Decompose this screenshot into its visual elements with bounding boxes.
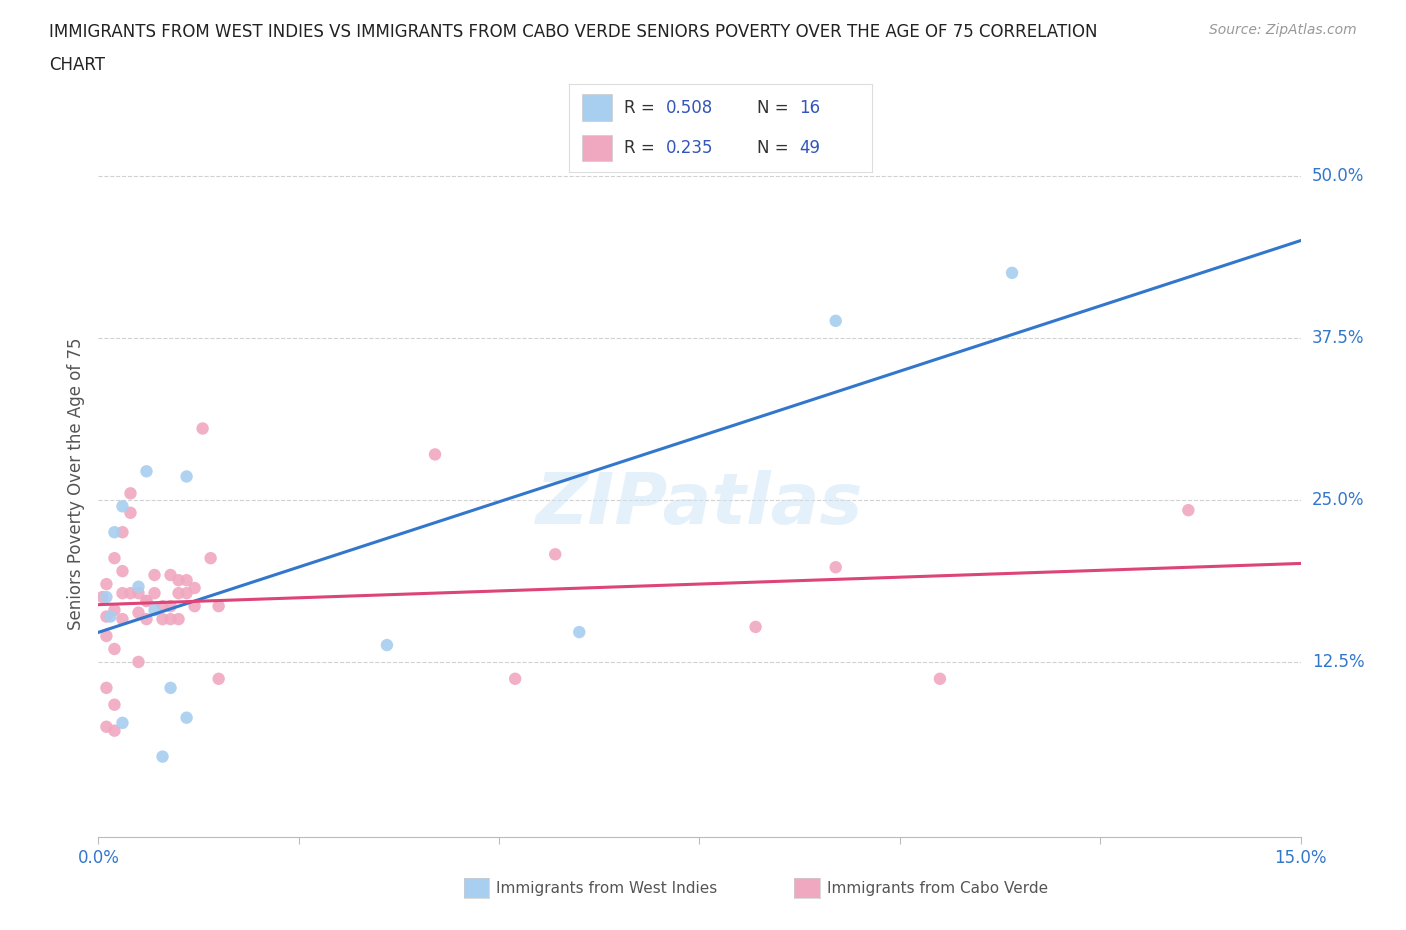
Text: 49: 49	[799, 140, 820, 157]
Point	[91, 590, 114, 604]
Point	[152, 612, 174, 627]
Point	[375, 638, 398, 653]
Point	[183, 580, 205, 595]
Point	[191, 421, 214, 436]
Point	[176, 573, 198, 588]
Point	[120, 485, 142, 500]
Point	[824, 560, 846, 575]
Point	[143, 567, 166, 582]
Point	[167, 573, 190, 588]
Point	[159, 612, 181, 627]
Text: Immigrants from Cabo Verde: Immigrants from Cabo Verde	[827, 881, 1047, 896]
Point	[128, 605, 150, 620]
Bar	[582, 94, 612, 121]
Text: 50.0%: 50.0%	[1312, 166, 1364, 184]
Point	[103, 724, 125, 738]
Point	[208, 671, 231, 686]
Text: 25.0%: 25.0%	[1312, 491, 1364, 509]
Point	[176, 586, 198, 601]
Text: ZIPatlas: ZIPatlas	[536, 471, 863, 539]
Point	[152, 599, 174, 614]
Point	[152, 750, 174, 764]
Text: R =: R =	[624, 99, 659, 116]
Point	[423, 447, 446, 462]
Point	[111, 564, 134, 578]
Point	[111, 715, 134, 730]
Point	[208, 599, 231, 614]
Point	[159, 681, 181, 696]
Point	[96, 629, 118, 644]
Point	[111, 525, 134, 539]
Text: Source: ZipAtlas.com: Source: ZipAtlas.com	[1209, 23, 1357, 37]
Point	[183, 599, 205, 614]
Text: N =: N =	[756, 140, 794, 157]
Text: Immigrants from West Indies: Immigrants from West Indies	[496, 881, 717, 896]
Text: R =: R =	[624, 140, 659, 157]
Text: 37.5%: 37.5%	[1312, 328, 1364, 347]
Point	[96, 681, 118, 696]
Y-axis label: Seniors Poverty Over the Age of 75: Seniors Poverty Over the Age of 75	[66, 338, 84, 630]
Point	[96, 719, 118, 734]
Bar	[582, 135, 612, 162]
Point	[103, 603, 125, 618]
Text: IMMIGRANTS FROM WEST INDIES VS IMMIGRANTS FROM CABO VERDE SENIORS POVERTY OVER T: IMMIGRANTS FROM WEST INDIES VS IMMIGRANT…	[49, 23, 1098, 41]
Point	[176, 711, 198, 725]
Point	[135, 464, 157, 479]
Point	[103, 551, 125, 565]
Point	[128, 655, 150, 670]
Point	[120, 586, 142, 601]
Text: 12.5%: 12.5%	[1312, 653, 1364, 671]
Text: N =: N =	[756, 99, 794, 116]
Point	[929, 671, 952, 686]
Point	[503, 671, 526, 686]
Point	[96, 577, 118, 591]
Point	[1001, 265, 1024, 280]
Point	[143, 586, 166, 601]
Point	[111, 612, 134, 627]
Point	[744, 619, 766, 634]
Point	[103, 698, 125, 712]
Point	[96, 609, 118, 624]
Point	[176, 469, 198, 484]
Point	[103, 642, 125, 657]
Point	[96, 590, 118, 604]
Point	[200, 551, 222, 565]
Point	[167, 586, 190, 601]
Point	[128, 586, 150, 601]
Point	[135, 593, 157, 608]
Point	[103, 525, 125, 539]
Point	[159, 567, 181, 582]
Text: 16: 16	[799, 99, 820, 116]
Point	[135, 612, 157, 627]
Text: CHART: CHART	[49, 56, 105, 73]
Point	[143, 603, 166, 618]
Point	[544, 547, 567, 562]
Point	[111, 586, 134, 601]
Point	[167, 612, 190, 627]
Text: 0.508: 0.508	[666, 99, 713, 116]
Point	[100, 609, 122, 624]
Point	[568, 625, 591, 640]
Point	[1177, 503, 1199, 518]
Point	[135, 593, 157, 608]
Point	[159, 599, 181, 614]
Point	[824, 313, 846, 328]
Point	[111, 498, 134, 513]
Point	[120, 505, 142, 520]
Point	[128, 579, 150, 594]
Text: 0.235: 0.235	[666, 140, 714, 157]
